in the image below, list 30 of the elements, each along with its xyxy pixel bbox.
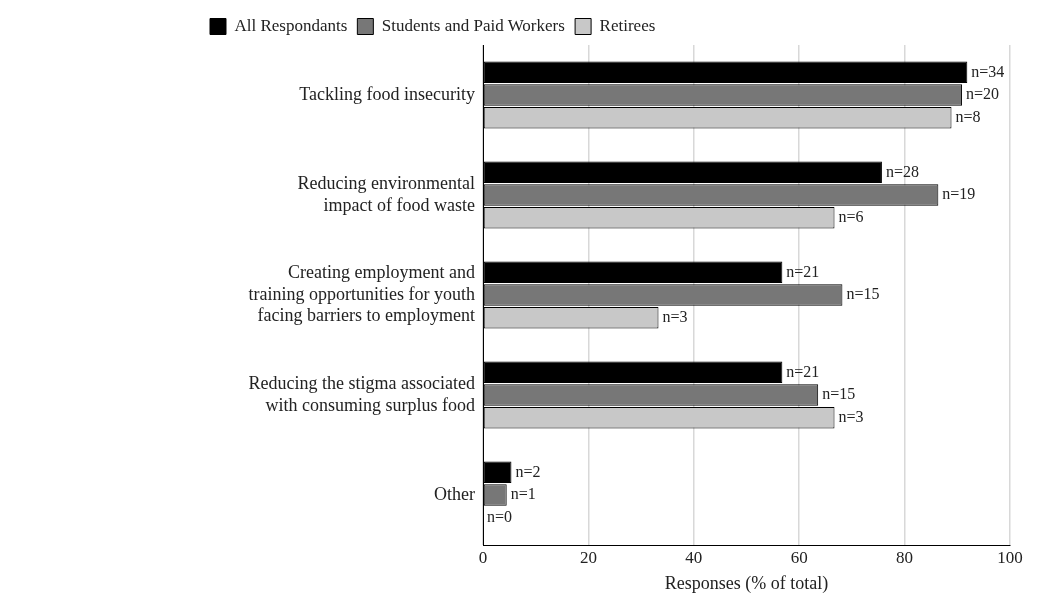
annotation: n=34 bbox=[971, 62, 1005, 80]
legend-label: Retirees bbox=[599, 15, 656, 35]
annotation: n=3 bbox=[662, 307, 688, 325]
annotation: n=21 bbox=[786, 262, 820, 280]
y-tick-label: Tackling food insecurity bbox=[299, 83, 475, 104]
annotation: n=6 bbox=[838, 207, 864, 225]
annotation: n=15 bbox=[846, 285, 880, 303]
annotation: n=0 bbox=[487, 507, 513, 525]
x-tick-label: 40 bbox=[685, 547, 703, 567]
x-tick-label: 100 bbox=[997, 547, 1023, 567]
x-tick-label: 60 bbox=[790, 547, 808, 567]
annotation: n=20 bbox=[966, 85, 1000, 103]
y-tick-label: Other bbox=[434, 483, 475, 504]
y-tick-label: Reducing the stigma associated with consuming surplus food bbox=[248, 372, 475, 415]
y-tick-label: Creating employment and training opportunities for youth facing barriers to employment bbox=[248, 262, 475, 326]
legend-label: All Respondants bbox=[234, 15, 348, 35]
annotation: n=3 bbox=[838, 407, 864, 425]
x-axis-title: Responses (% of total) bbox=[664, 572, 829, 594]
x-tick-label: 0 bbox=[478, 547, 488, 567]
annotation: n=2 bbox=[515, 462, 541, 480]
annotation: n=19 bbox=[942, 185, 976, 203]
y-tick-label: Reducing environmental impact of food waste bbox=[297, 172, 476, 215]
annotation: n=21 bbox=[786, 362, 820, 380]
legend-label: Students and Paid Workers bbox=[381, 15, 565, 35]
x-tick-label: 20 bbox=[579, 547, 597, 567]
annotation: n=28 bbox=[885, 162, 919, 180]
annotation: n=1 bbox=[510, 485, 536, 503]
annotation: n=15 bbox=[822, 385, 856, 403]
x-tick-label: 80 bbox=[896, 547, 914, 567]
annotation: n=8 bbox=[955, 107, 981, 125]
